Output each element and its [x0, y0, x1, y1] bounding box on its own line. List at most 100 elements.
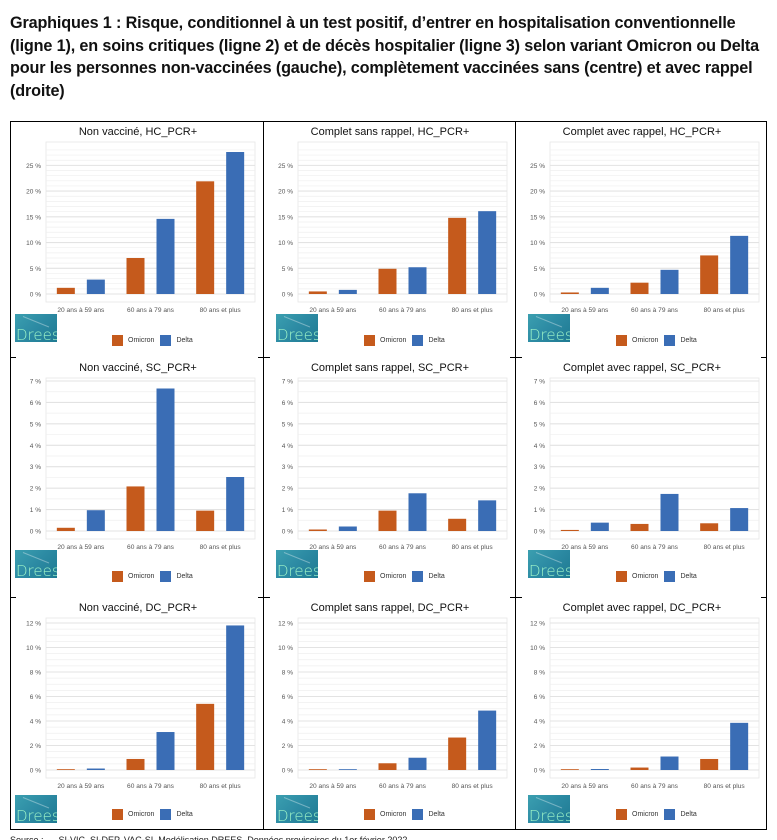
plot-area [549, 377, 760, 540]
drees-logo: Drees [276, 550, 318, 578]
y-tick-label: 25 % [26, 163, 41, 170]
y-tick-label: 10 % [278, 240, 293, 247]
legend-swatch-omicron [112, 809, 123, 820]
drees-logo: Drees [15, 314, 57, 342]
chart-panel: Non vacciné, DC_PCR+ 0 % 2 % 4 % 6 % 8 % 10 % 1… [12, 598, 264, 834]
bar-omicron [700, 758, 719, 770]
chart-title: Complet avec rappel, SC_PCR+ [562, 362, 722, 374]
bar-delta [156, 732, 175, 770]
y-tick-label: 1 % [30, 507, 41, 514]
row-divider-tick [258, 357, 270, 358]
y-tick-label: 10 % [278, 645, 293, 652]
legend-swatch-omicron [616, 335, 627, 346]
x-tick-label: 20 ans à 59 ans [57, 544, 105, 551]
logo-text: Drees [277, 326, 318, 342]
chart-legend: Omicron Delta [364, 335, 451, 346]
y-tick-label: 6 % [282, 694, 293, 701]
x-tick-label: 80 ans et plus [452, 783, 494, 790]
y-tick-label: 12 % [26, 621, 41, 628]
chart-title: Complet sans rappel, SC_PCR+ [310, 362, 470, 374]
bar-omicron [560, 292, 579, 294]
bar-omicron [308, 769, 327, 770]
bar-delta [408, 493, 427, 531]
bar-delta [226, 625, 245, 770]
bar-omicron [700, 255, 719, 294]
logo-text: Drees [529, 807, 570, 823]
bar-omicron [196, 510, 215, 531]
y-tick-label: 4 % [282, 443, 293, 450]
legend-swatch-delta [160, 335, 172, 346]
x-tick-label: 80 ans et plus [704, 544, 746, 551]
chart-title: Non vacciné, DC_PCR+ [78, 602, 198, 614]
bar-delta [156, 388, 175, 531]
bar-delta [408, 757, 427, 770]
x-tick-label: 20 ans à 59 ans [57, 307, 105, 314]
bar-chart: 0 % 2 % 4 % 6 % 8 % 10 % 12 % 20 ans à 59 ans 60… [530, 617, 760, 790]
y-tick-label: 0 % [534, 529, 545, 536]
bar-chart: 0 % 1 % 2 % 3 % 4 % 5 % 6 % 7 % 20 ans à 59 ans 6… [282, 377, 508, 551]
x-tick-label: 80 ans et plus [704, 307, 746, 314]
bar-delta [730, 722, 749, 770]
y-tick-label: 12 % [530, 621, 545, 628]
bar-delta [338, 526, 357, 531]
bar-delta [478, 500, 497, 531]
bar-delta [660, 269, 679, 294]
bar-delta [156, 218, 175, 294]
legend-label-delta: Delta [176, 573, 193, 580]
legend-swatch-delta [664, 809, 676, 820]
bar-omicron [196, 181, 215, 294]
plot-area [45, 617, 256, 779]
drees-logo: Drees [528, 795, 570, 823]
logo-text: Drees [16, 326, 57, 342]
x-tick-label: 60 ans à 79 ans [631, 783, 679, 790]
chart-legend: Omicron Delta [616, 809, 703, 820]
y-tick-label: 2 % [534, 743, 545, 750]
chart-legend: Omicron Delta [364, 809, 451, 820]
y-tick-label: 15 % [278, 214, 293, 221]
chart-panel: Complet avec rappel, SC_PCR+ 0 % 1 % 2 % 3 %… [516, 358, 768, 594]
chart-legend: Omicron Delta [112, 571, 199, 582]
y-tick-label: 1 % [534, 507, 545, 514]
bar-chart: 0 % 1 % 2 % 3 % 4 % 5 % 6 % 7 % 20 ans à 59 ans 6… [534, 377, 760, 551]
bar-omicron [378, 268, 397, 294]
bar-delta [590, 769, 609, 770]
chart-legend: Omicron Delta [112, 809, 199, 820]
bar-delta [590, 287, 609, 294]
legend-label-delta: Delta [680, 573, 697, 580]
plot-area [297, 617, 508, 779]
y-tick-label: 4 % [30, 719, 41, 726]
figure-heading: Graphiques 1 : Risque, conditionnel à un… [10, 14, 759, 100]
chart-legend: Omicron Delta [616, 571, 703, 582]
y-tick-label: 2 % [30, 486, 41, 493]
legend-label-omicron: Omicron [128, 337, 155, 344]
bar-delta [730, 508, 749, 531]
bar-delta [478, 211, 497, 294]
bar-omicron [448, 737, 467, 770]
y-tick-label: 6 % [30, 400, 41, 407]
bar-omicron [308, 529, 327, 531]
bar-omicron [560, 529, 579, 531]
bar-omicron [560, 769, 579, 770]
y-tick-label: 10 % [530, 645, 545, 652]
chart-title: Non vacciné, HC_PCR+ [78, 126, 198, 138]
bar-omicron [308, 291, 327, 294]
row-divider-tick [10, 357, 16, 358]
y-tick-label: 20 % [530, 189, 545, 196]
bar-omicron [630, 282, 649, 294]
logo-text: Drees [277, 562, 318, 578]
y-tick-label: 3 % [534, 464, 545, 471]
y-tick-label: 3 % [30, 464, 41, 471]
legend-swatch-omicron [364, 809, 375, 820]
bar-delta [338, 769, 357, 770]
bar-omicron [196, 703, 215, 770]
bar-omicron [378, 763, 397, 770]
y-tick-label: 3 % [282, 464, 293, 471]
y-tick-label: 4 % [30, 443, 41, 450]
legend-swatch-delta [160, 571, 172, 582]
bar-omicron [126, 758, 145, 770]
chart-title: Complet sans rappel, DC_PCR+ [310, 602, 470, 614]
x-tick-label: 60 ans à 79 ans [379, 544, 427, 551]
bar-chart: 0 % 5 % 10 % 15 % 20 % 25 % 20 ans à 59 ans 60 … [26, 141, 256, 314]
y-tick-label: 0 % [282, 768, 293, 775]
y-tick-label: 4 % [534, 443, 545, 450]
